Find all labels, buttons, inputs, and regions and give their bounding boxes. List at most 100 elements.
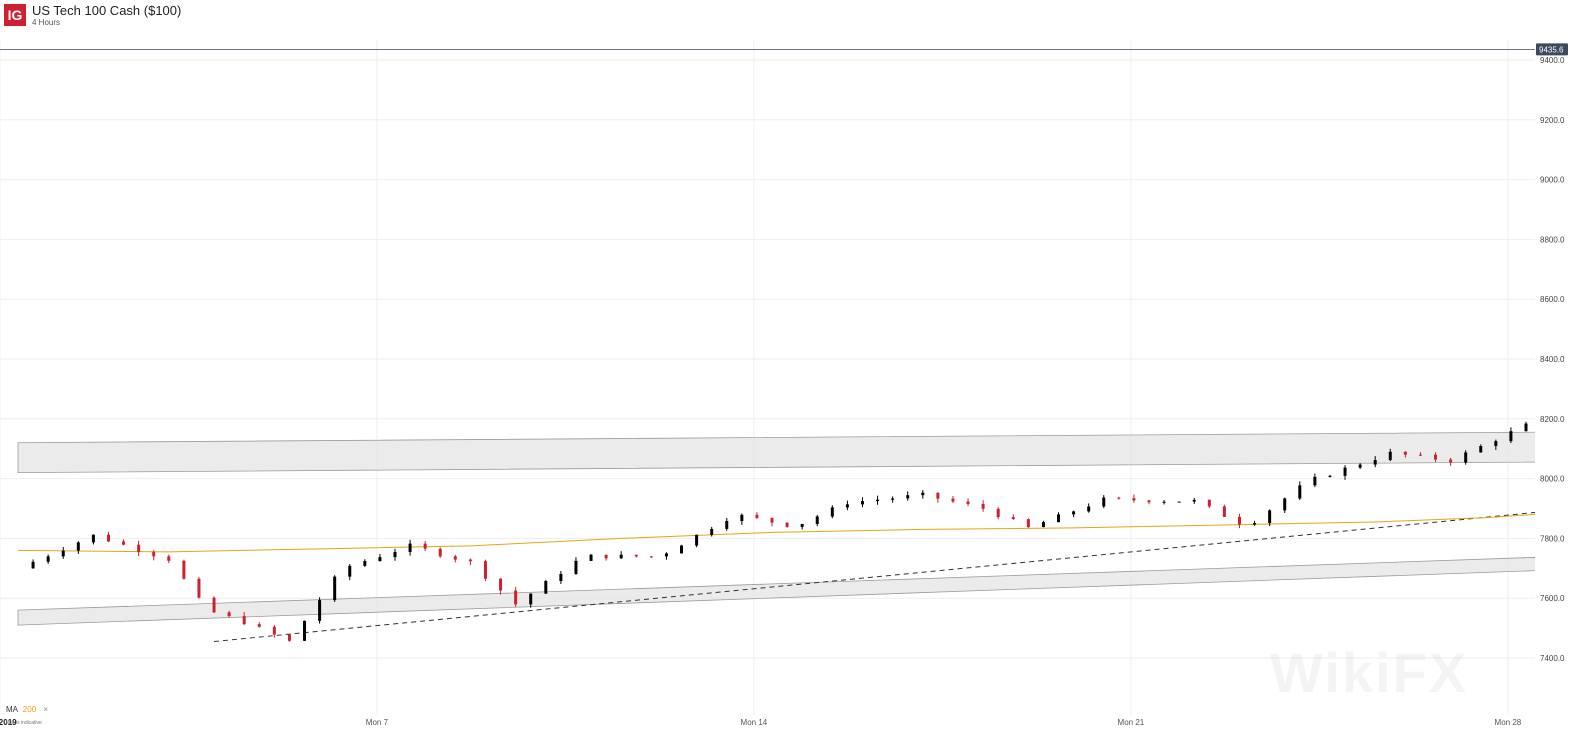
candle-body [680, 545, 684, 554]
candle-body [1479, 446, 1483, 453]
indicator-period: 200 [22, 705, 37, 714]
candle-body [891, 498, 895, 500]
ma-200-line [17, 513, 1535, 553]
candle-body [1162, 501, 1166, 503]
data-disclaimer: Data is indicative [4, 720, 42, 726]
candle-body [303, 620, 307, 641]
candle-body [966, 501, 970, 504]
x-tick-label: Mon 14 [741, 718, 768, 727]
candle-body [212, 597, 216, 613]
y-tick-label: 7800.0 [1540, 534, 1565, 543]
candle-body [1041, 522, 1045, 528]
channel-2 [17, 556, 1535, 626]
y-tick-label: 9400.0 [1540, 56, 1565, 65]
candle-body [137, 544, 141, 552]
candle-body [1585, 415, 1588, 418]
candle-body [1358, 464, 1362, 468]
plot-area [17, 415, 1588, 643]
candle-body [363, 561, 367, 566]
interval-label: 4 Hours [32, 18, 61, 27]
candle-body [1102, 497, 1106, 507]
candle-body [876, 499, 880, 502]
remove-indicator-icon[interactable]: × [43, 705, 49, 714]
grid [0, 40, 1535, 715]
candle-body [1011, 517, 1015, 520]
candle-body [1147, 500, 1151, 503]
candles [31, 415, 1588, 642]
candle-body [91, 534, 95, 543]
candle-body [1237, 516, 1241, 525]
candle-body [1298, 485, 1302, 499]
candle-body [1509, 431, 1513, 442]
candle-body [1253, 523, 1257, 525]
candle-body [1132, 498, 1136, 501]
candle-body [725, 521, 729, 529]
candle-body [604, 554, 608, 559]
candle-body [152, 551, 156, 557]
candle-body [936, 492, 940, 499]
candle-body [348, 565, 352, 577]
last-price-label: 9435.6 [1539, 45, 1564, 54]
candle-body [408, 543, 412, 552]
candle-body [453, 556, 457, 560]
candle-body [1026, 519, 1030, 528]
candle-body [574, 560, 578, 574]
candle-body [514, 590, 518, 605]
candle-body [740, 514, 744, 522]
candle-body [1418, 454, 1422, 456]
indicator-name: MA [6, 705, 18, 714]
y-tick-label: 7600.0 [1540, 594, 1565, 603]
y-tick-label: 8800.0 [1540, 235, 1565, 244]
x-tick-label: Mon 7 [366, 718, 389, 727]
candle-body [830, 507, 834, 517]
candle-body [1313, 476, 1317, 486]
candle-body [951, 498, 955, 502]
y-tick-label: 9000.0 [1540, 176, 1565, 185]
y-tick-label: 8200.0 [1540, 415, 1565, 424]
candle-body [272, 626, 276, 635]
chart-header: IG US Tech 100 Cash ($100) 4 Hours [4, 4, 181, 28]
candle-body [46, 556, 50, 562]
candle-body [695, 534, 699, 546]
candle-body [122, 541, 126, 545]
candle-body [393, 551, 397, 558]
candle-body [1057, 514, 1061, 523]
candle-body [1403, 451, 1407, 455]
candle-body [1177, 501, 1181, 503]
ig-logo: IG [4, 4, 26, 26]
candle-body [800, 523, 804, 527]
candle-body [1283, 498, 1287, 511]
candle-body [242, 616, 246, 625]
candle-body [106, 534, 110, 542]
candle-body [755, 514, 759, 518]
indicator-legend: MA 200 × [6, 705, 48, 714]
candle-body [31, 561, 35, 569]
y-tick-label: 8400.0 [1540, 355, 1565, 364]
watermark: WikiFX [1270, 640, 1468, 705]
candle-body [1570, 418, 1573, 420]
candle-body [227, 612, 231, 617]
candle-body [664, 553, 668, 557]
y-tick-label: 8600.0 [1540, 295, 1565, 304]
candle-body [996, 508, 1000, 518]
candle-body [559, 573, 563, 582]
candle-body [499, 578, 503, 591]
candle-body [1343, 467, 1347, 476]
candle-body [785, 522, 789, 527]
candle-body [1192, 499, 1196, 502]
candle-body [1117, 497, 1121, 499]
candle-body [1087, 506, 1091, 512]
candle-body [378, 557, 382, 562]
channel-1 [17, 431, 1535, 474]
candle-body [529, 593, 533, 605]
candle-body [1524, 423, 1528, 432]
candle-body [860, 501, 864, 505]
y-tick-label: 9200.0 [1540, 116, 1565, 125]
candle-body [61, 550, 65, 557]
candle-body [167, 556, 171, 561]
candle-body [1072, 511, 1076, 515]
candle-body [1328, 475, 1332, 477]
candle-body [544, 581, 548, 594]
y-tick-label: 8000.0 [1540, 475, 1565, 484]
